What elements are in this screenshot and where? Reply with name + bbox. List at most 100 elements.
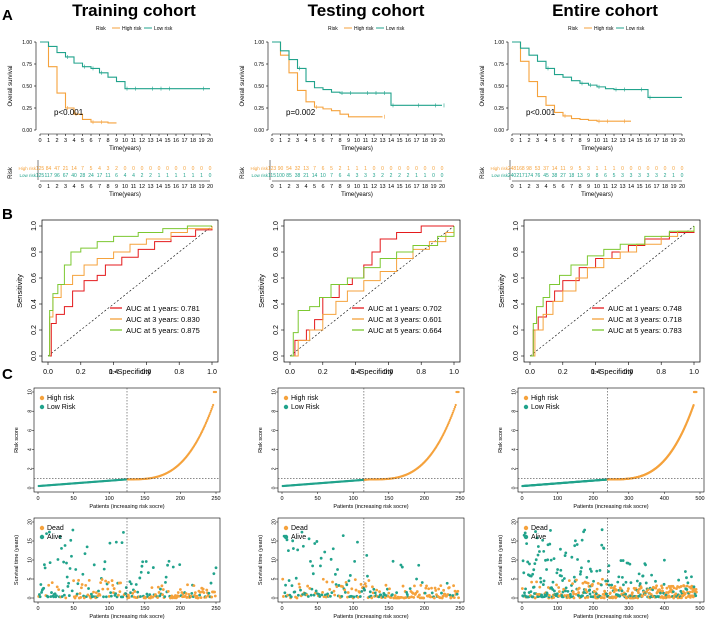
legend-title: Risk [568, 26, 578, 32]
survival-point [281, 577, 285, 581]
survival-point [578, 572, 582, 576]
legend-high-dot [523, 395, 529, 401]
survival-point [542, 549, 546, 553]
x-tick-label: 7 [570, 138, 573, 144]
y-tick-label: 1.0 [273, 221, 280, 231]
risk-table-x-tick: 10 [122, 184, 128, 190]
survival-point [545, 568, 548, 571]
x-tick-label: 16 [173, 138, 179, 144]
survival-point [630, 591, 634, 595]
risk-table-x-label: Time(years) [341, 192, 373, 198]
survival-point [531, 595, 535, 599]
risk-table-x-tick: 14 [156, 184, 162, 190]
km-legend: Risk High risk Low risk [568, 26, 645, 32]
risk-count-high: 0 [200, 166, 203, 172]
km-legend: Risk High risk Low risk [328, 26, 405, 32]
survival-point [432, 596, 436, 600]
y-tick-label: 0.75 [254, 62, 264, 68]
risk-count-high: 1 [604, 166, 607, 172]
survival-point [80, 586, 83, 590]
survival-point [315, 540, 319, 543]
survival-point [139, 570, 143, 574]
risk-count-high: 5 [579, 166, 582, 172]
survival-point [134, 583, 138, 586]
y-tick-label: 0.4 [273, 299, 280, 309]
survival-point [393, 594, 397, 597]
x-tick-label: 19 [430, 138, 436, 144]
y-tick-label: 5 [28, 577, 34, 580]
risk-table-axis-label: Risk [480, 166, 486, 179]
risk-count-low: 2 [664, 173, 667, 179]
y-tick-label: 0.75 [494, 62, 504, 68]
y-tick-label: 10 [28, 557, 34, 563]
x-tick-label: 0 [520, 606, 523, 612]
km-plot-entire: Risk High risk Low risk 0.00 0.25 0.50 0.75 1.0… [480, 26, 685, 152]
risk-table-axis-label: Risk [8, 166, 14, 179]
survival-point [608, 591, 612, 595]
survival-point [539, 580, 543, 584]
survival-point [160, 584, 164, 588]
risk-count-low: 1 [192, 173, 195, 179]
risk-count-high: 0 [441, 166, 444, 172]
survival-point [425, 584, 428, 588]
survival-point [329, 594, 332, 598]
x-tick-label: 18 [662, 138, 668, 144]
risk-count-high: 0 [655, 166, 658, 172]
survival-point [555, 583, 558, 587]
survival-point [560, 574, 563, 578]
y-tick-label: 0.6 [31, 273, 38, 283]
y-tick-label: 2 [272, 467, 278, 470]
survival-point [548, 542, 552, 546]
survival-point [586, 581, 590, 585]
risk-count-high: 7 [81, 166, 84, 172]
survival-point [551, 580, 555, 584]
survival-point [559, 568, 563, 572]
survival-point [588, 567, 592, 571]
score-frame [517, 387, 705, 493]
x-tick-label: 14 [156, 138, 162, 144]
survival-point [644, 563, 647, 567]
survival-point [629, 581, 633, 585]
survival-point [541, 538, 545, 542]
survival-point [595, 592, 598, 596]
y-axis-label: Risk score [498, 427, 504, 453]
x-tick-label: 100 [105, 496, 114, 502]
survival-point [620, 589, 624, 593]
survival-point [48, 561, 52, 565]
survival-point [104, 595, 108, 599]
survival-point [77, 578, 80, 582]
survival-point [55, 585, 59, 589]
survival-point [42, 586, 46, 590]
survival-point [534, 558, 538, 562]
survival-point [418, 593, 421, 597]
survival-point [190, 592, 194, 595]
survival-point [347, 579, 351, 583]
survival-point [572, 575, 576, 579]
risk-count-high: 0 [647, 166, 650, 172]
legend-low-label: Low Risk [291, 404, 320, 411]
survival-point [141, 560, 145, 564]
survival-point [83, 552, 87, 556]
survival-point [140, 564, 144, 568]
survival-point [683, 592, 687, 596]
risk-table-x-tick: 7 [98, 184, 101, 190]
x-tick-label: 6 [89, 138, 92, 144]
roc-legend: AUC at 1 years: 0.748 AUC at 3 years: 0.7… [592, 304, 682, 335]
x-tick-label: 150 [384, 606, 393, 612]
y-tick-label: 1.0 [31, 221, 38, 231]
survival-point [102, 567, 106, 571]
auc-label-1y: AUC at 1 years: 0.781 [126, 304, 200, 313]
risk-count-high: 21 [63, 166, 69, 172]
y-tick-label: 8 [28, 410, 34, 413]
survival-point [346, 591, 350, 594]
survival-point [627, 587, 630, 591]
x-tick-label: 11 [363, 138, 369, 144]
risk-table-x-tick: 1 [279, 184, 282, 190]
x-tick-label: 17 [181, 138, 187, 144]
survival-point [535, 593, 539, 596]
roc-curve-1y [290, 225, 454, 357]
roc-plot-training: 0.0 0.0 0.2 0.2 0.4 0.4 0.6 0.6 0.8 0.8 1.0 1.0 1−Sp… [15, 219, 219, 376]
survival-point [423, 591, 427, 595]
